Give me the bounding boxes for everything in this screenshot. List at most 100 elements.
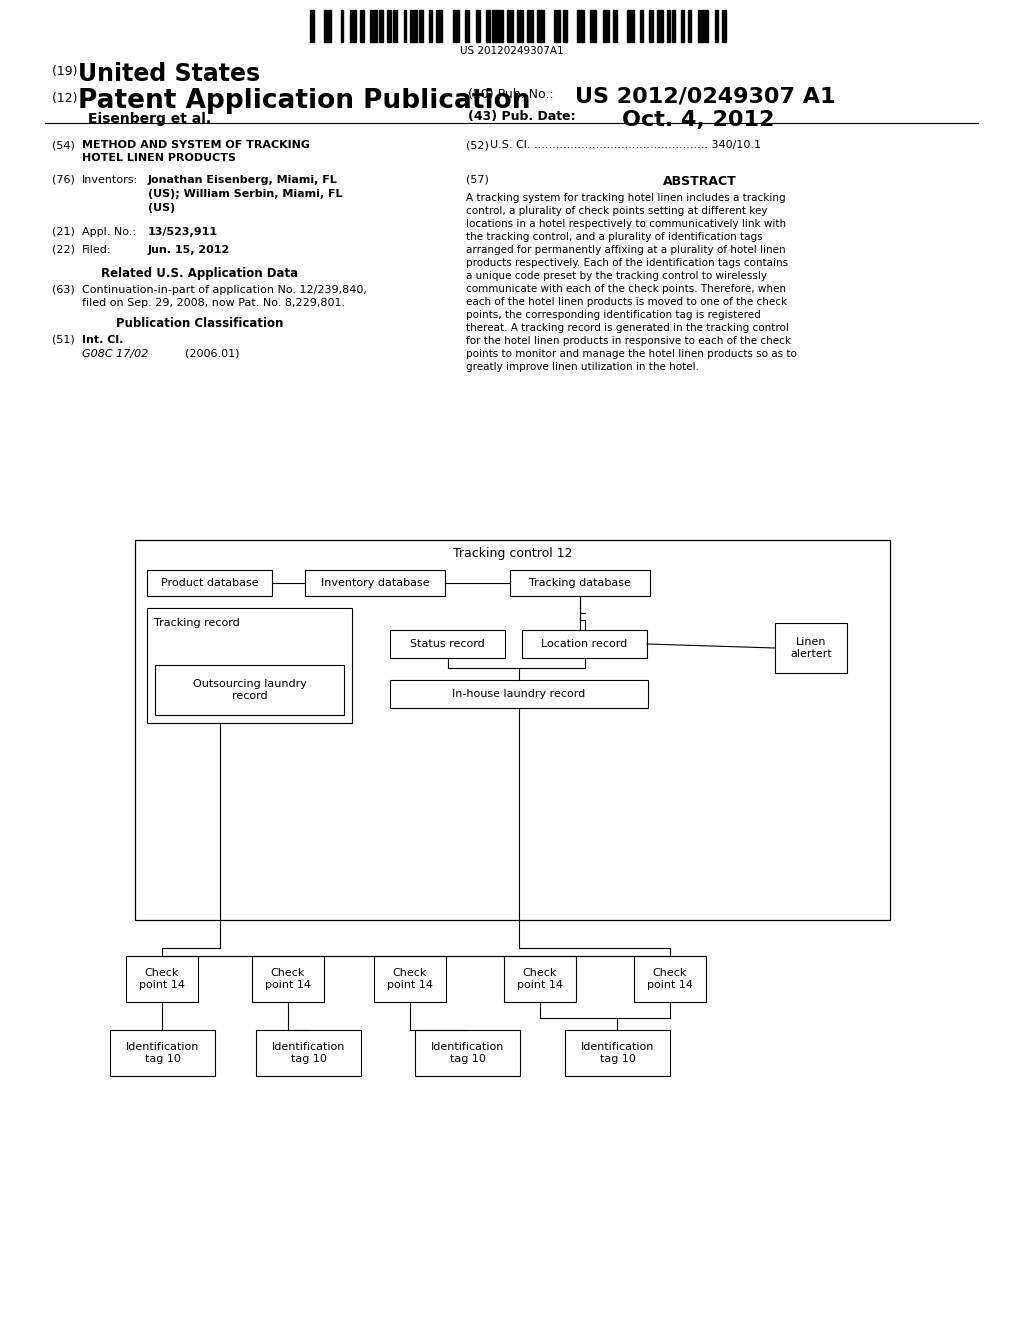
Bar bbox=[325, 11, 331, 42]
Text: Eisenberg et al.: Eisenberg et al. bbox=[88, 112, 211, 125]
Bar bbox=[649, 11, 653, 42]
Bar bbox=[411, 11, 417, 42]
Text: Tracking control 12: Tracking control 12 bbox=[453, 548, 572, 561]
Text: 13/523,911: 13/523,911 bbox=[148, 227, 218, 238]
Text: control, a plurality of check points setting at different key: control, a plurality of check points set… bbox=[466, 206, 768, 216]
Text: (2006.01): (2006.01) bbox=[185, 348, 240, 359]
Text: Status record: Status record bbox=[411, 639, 485, 649]
Text: Publication Classification: Publication Classification bbox=[117, 317, 284, 330]
Bar bbox=[393, 11, 397, 42]
Bar bbox=[155, 665, 344, 715]
Bar bbox=[493, 11, 503, 42]
Text: Patent Application Publication: Patent Application Publication bbox=[78, 88, 530, 114]
Text: (12): (12) bbox=[52, 92, 82, 106]
Bar bbox=[590, 11, 596, 42]
Bar bbox=[110, 1030, 215, 1076]
Text: (51): (51) bbox=[52, 335, 75, 345]
Bar bbox=[504, 956, 575, 1002]
Bar bbox=[563, 11, 567, 42]
Text: Identification
tag 10: Identification tag 10 bbox=[271, 1043, 345, 1064]
Text: Identification
tag 10: Identification tag 10 bbox=[581, 1043, 654, 1064]
Text: Check
point 14: Check point 14 bbox=[265, 968, 311, 990]
Text: Oct. 4, 2012: Oct. 4, 2012 bbox=[622, 110, 774, 129]
Text: United States: United States bbox=[78, 62, 260, 86]
Bar bbox=[578, 11, 584, 42]
Bar bbox=[672, 11, 675, 42]
Text: G08C 17/02: G08C 17/02 bbox=[82, 348, 148, 359]
Text: the tracking control, and a plurality of identification tags: the tracking control, and a plurality of… bbox=[466, 232, 763, 242]
Bar bbox=[466, 11, 469, 42]
Text: Filed:: Filed: bbox=[82, 246, 112, 255]
Text: U.S. Cl. ................................................ 340/10.1: U.S. Cl. ...............................… bbox=[490, 140, 761, 150]
Bar bbox=[387, 11, 391, 42]
Text: Inventors:: Inventors: bbox=[82, 176, 138, 185]
Text: thereat. A tracking record is generated in the tracking control: thereat. A tracking record is generated … bbox=[466, 323, 788, 333]
Bar bbox=[715, 11, 719, 42]
Text: Outsourcing laundry
record: Outsourcing laundry record bbox=[193, 680, 306, 701]
Text: (US); William Serbin, Miami, FL: (US); William Serbin, Miami, FL bbox=[148, 189, 342, 199]
Text: (10) Pub. No.:: (10) Pub. No.: bbox=[468, 88, 554, 102]
Bar bbox=[667, 11, 670, 42]
Text: Jun. 15, 2012: Jun. 15, 2012 bbox=[148, 246, 230, 255]
Text: Identification
tag 10: Identification tag 10 bbox=[126, 1043, 200, 1064]
Text: Int. Cl.: Int. Cl. bbox=[82, 335, 123, 345]
Bar bbox=[634, 956, 706, 1002]
Bar bbox=[613, 11, 617, 42]
Bar bbox=[350, 11, 356, 42]
Bar bbox=[390, 680, 648, 708]
Bar bbox=[603, 11, 609, 42]
Text: Inventory database: Inventory database bbox=[321, 578, 429, 587]
Text: Tracking record: Tracking record bbox=[154, 618, 240, 628]
Text: Related U.S. Application Data: Related U.S. Application Data bbox=[101, 267, 299, 280]
Text: (63): (63) bbox=[52, 285, 75, 294]
Bar bbox=[486, 11, 489, 42]
Bar bbox=[476, 11, 479, 42]
Text: (22): (22) bbox=[52, 246, 75, 255]
Bar bbox=[147, 609, 352, 723]
Bar bbox=[135, 540, 890, 920]
Bar bbox=[507, 11, 513, 42]
Text: ABSTRACT: ABSTRACT bbox=[664, 176, 737, 187]
Bar bbox=[538, 11, 544, 42]
Bar bbox=[775, 623, 847, 673]
Text: communicate with each of the check points. Therefore, when: communicate with each of the check point… bbox=[466, 284, 786, 294]
Bar bbox=[310, 11, 313, 42]
Text: A tracking system for tracking hotel linen includes a tracking: A tracking system for tracking hotel lin… bbox=[466, 193, 785, 203]
Text: (US): (US) bbox=[148, 203, 175, 213]
Text: Linen
alertert: Linen alertert bbox=[791, 638, 831, 659]
Bar bbox=[403, 11, 407, 42]
Text: HOTEL LINEN PRODUCTS: HOTEL LINEN PRODUCTS bbox=[82, 153, 236, 162]
Text: (54): (54) bbox=[52, 140, 75, 150]
Bar bbox=[436, 11, 442, 42]
Text: points to monitor and manage the hotel linen products so as to: points to monitor and manage the hotel l… bbox=[466, 348, 797, 359]
Text: Identification
tag 10: Identification tag 10 bbox=[431, 1043, 504, 1064]
Bar bbox=[681, 11, 684, 42]
Text: Check
point 14: Check point 14 bbox=[647, 968, 693, 990]
Bar bbox=[687, 11, 691, 42]
Bar bbox=[379, 11, 383, 42]
Text: (19): (19) bbox=[52, 65, 82, 78]
Bar bbox=[554, 11, 560, 42]
Bar bbox=[656, 11, 664, 42]
Bar bbox=[126, 956, 198, 1002]
Text: US 20120249307A1: US 20120249307A1 bbox=[460, 46, 564, 55]
Text: each of the hotel linen products is moved to one of the check: each of the hotel linen products is move… bbox=[466, 297, 787, 308]
Text: Jonathan Eisenberg, Miami, FL: Jonathan Eisenberg, Miami, FL bbox=[148, 176, 338, 185]
Bar bbox=[565, 1030, 670, 1076]
Text: Check
point 14: Check point 14 bbox=[139, 968, 185, 990]
Bar bbox=[640, 11, 643, 42]
Text: Tracking database: Tracking database bbox=[529, 578, 631, 587]
Bar bbox=[522, 630, 647, 657]
Bar bbox=[390, 630, 505, 657]
Text: Check
point 14: Check point 14 bbox=[517, 968, 563, 990]
Text: greatly improve linen utilization in the hotel.: greatly improve linen utilization in the… bbox=[466, 362, 699, 372]
Text: locations in a hotel respectively to communicatively link with: locations in a hotel respectively to com… bbox=[466, 219, 786, 228]
Text: US 2012/0249307 A1: US 2012/0249307 A1 bbox=[575, 86, 836, 106]
Text: METHOD AND SYSTEM OF TRACKING: METHOD AND SYSTEM OF TRACKING bbox=[82, 140, 310, 150]
Bar bbox=[360, 11, 364, 42]
Bar bbox=[453, 11, 459, 42]
Text: (43) Pub. Date:: (43) Pub. Date: bbox=[468, 110, 575, 123]
Bar bbox=[698, 11, 709, 42]
Bar bbox=[252, 956, 324, 1002]
Bar bbox=[419, 11, 423, 42]
